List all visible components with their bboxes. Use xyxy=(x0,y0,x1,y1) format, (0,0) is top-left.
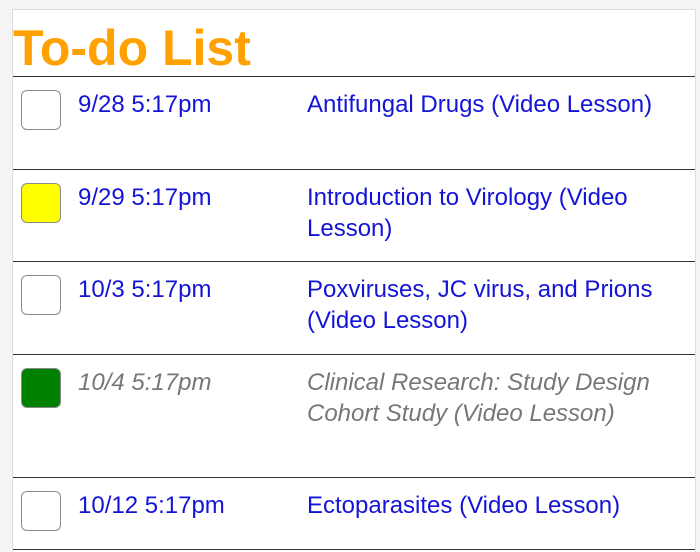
task-link[interactable]: Clinical Research: Study Design Cohort S… xyxy=(307,369,650,427)
due-date: 9/29 5:17pm xyxy=(78,184,212,211)
todo-row-2: 9/29 5:17pm Introduction to Virology (Vi… xyxy=(13,169,695,261)
task-link[interactable]: Introduction to Virology (Video Lesson) xyxy=(307,184,628,242)
page-title: To-do List xyxy=(13,20,251,76)
todo-list: 9/28 5:17pm Antifungal Drugs (Video Less… xyxy=(13,76,695,550)
due-date: 10/12 5:17pm xyxy=(78,492,225,519)
due-date: 10/4 5:17pm xyxy=(78,369,212,396)
status-checkbox[interactable] xyxy=(21,491,61,531)
status-checkbox[interactable] xyxy=(21,275,61,315)
status-checkbox[interactable] xyxy=(21,183,61,223)
status-checkbox[interactable] xyxy=(21,90,61,130)
task-link[interactable]: Antifungal Drugs (Video Lesson) xyxy=(307,91,653,118)
due-date: 9/28 5:17pm xyxy=(78,91,212,118)
todo-row-5: 10/12 5:17pm Ectoparasites (Video Lesson… xyxy=(13,477,695,550)
task-link[interactable]: Ectoparasites (Video Lesson) xyxy=(307,492,621,519)
status-checkbox[interactable] xyxy=(21,368,61,408)
todo-row-1: 9/28 5:17pm Antifungal Drugs (Video Less… xyxy=(13,76,695,169)
todo-row-4: 10/4 5:17pm Clinical Research: Study Des… xyxy=(13,354,695,477)
todo-panel: To-do List 9/28 5:17pm Antifungal Drugs … xyxy=(12,9,696,552)
todo-row-3: 10/3 5:17pm Poxviruses, JC virus, and Pr… xyxy=(13,261,695,354)
due-date: 10/3 5:17pm xyxy=(78,276,212,303)
task-link[interactable]: Poxviruses, JC virus, and Prions (Video … xyxy=(307,276,653,334)
